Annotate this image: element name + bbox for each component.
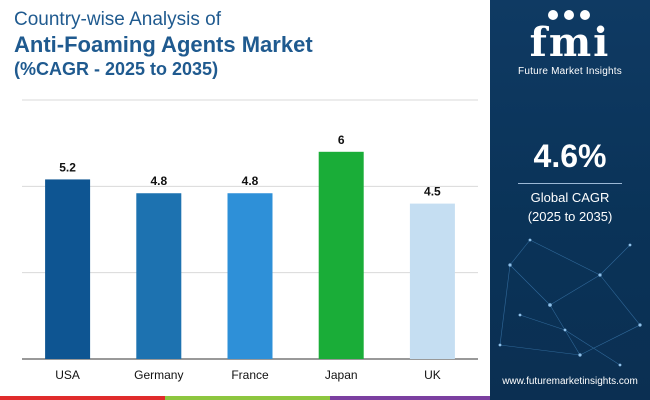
- x-tick-label-japan: Japan: [325, 368, 358, 382]
- global-cagr-label-line2: (2025 to 2035): [527, 209, 613, 224]
- global-cagr-label: Global CAGR (2025 to 2035): [490, 188, 650, 226]
- global-cagr-label-line1: Global CAGR: [530, 190, 610, 205]
- logo-icons: [490, 8, 650, 22]
- bar-uk: [409, 203, 455, 359]
- data-label-usa: 5.2: [59, 160, 76, 174]
- bottom-bar-green: [165, 396, 330, 400]
- logo-wordmark: fmi: [529, 19, 611, 66]
- network-graphic: [498, 238, 642, 367]
- data-label-france: 4.8: [242, 174, 259, 188]
- chart-title-line2: Anti-Foaming Agents Market: [14, 32, 313, 57]
- global-cagr-value: 4.6%: [533, 138, 607, 174]
- summary-panel: fmi Future Market Insights 4.6% Global C…: [490, 0, 650, 400]
- data-label-japan: 6: [338, 133, 345, 147]
- bottom-bar-purple: [330, 396, 490, 400]
- logo-dot-icon: [564, 10, 574, 20]
- bar-chart: 5.2 USA 4.8 Germany 4.8 France 6 Japan 4.5 UK: [22, 99, 478, 382]
- bar-germany: [136, 193, 182, 359]
- bar-japan: [318, 151, 364, 359]
- website-url: www.futuremarketinsights.com: [502, 376, 638, 387]
- chart-title-block: Country-wise Analysis of Anti-Foaming Ag…: [14, 8, 484, 80]
- x-tick-label-usa: USA: [55, 368, 80, 382]
- x-tick-label-uk: UK: [424, 368, 441, 382]
- bar-france: [227, 193, 273, 359]
- bottom-bar-red: [0, 396, 165, 400]
- logo-dot-icon: [580, 10, 590, 20]
- data-label-uk: 4.5: [424, 185, 441, 199]
- logo-dot-icon: [548, 10, 558, 20]
- data-label-germany: 4.8: [150, 174, 167, 188]
- x-tick-label-france: France: [231, 368, 269, 382]
- chart-title-line1: Country-wise Analysis of: [14, 9, 221, 30]
- chart-subtitle: (%CAGR - 2025 to 2035): [14, 59, 219, 79]
- fmi-logo: fmi Future Market Insights: [490, 8, 650, 77]
- x-tick-label-germany: Germany: [134, 368, 183, 382]
- bar-usa: [45, 179, 91, 359]
- logo-subtitle: Future Market Insights: [518, 66, 622, 77]
- cagr-divider: [518, 183, 622, 184]
